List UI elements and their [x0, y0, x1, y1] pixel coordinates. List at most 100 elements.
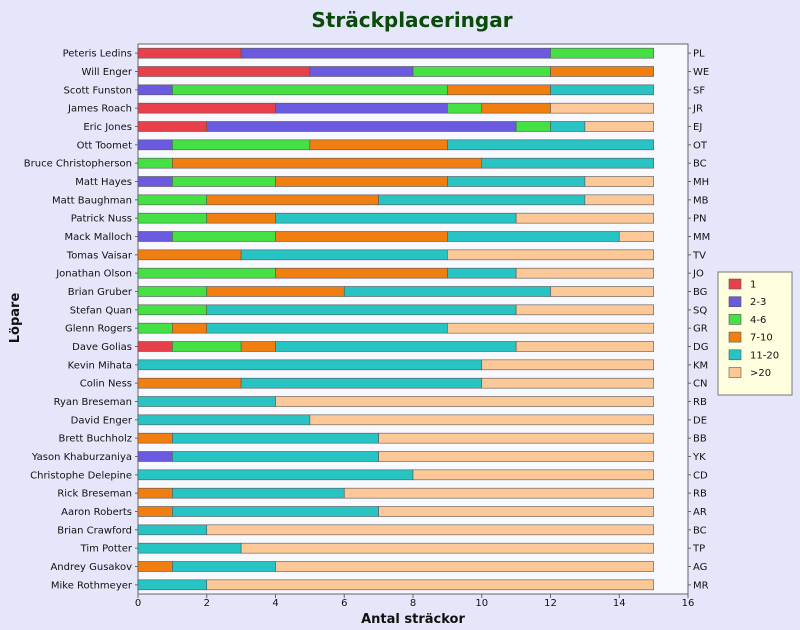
bar-segment: [240, 47, 551, 59]
bar-segment: [206, 286, 345, 297]
bar-segment: [584, 176, 654, 187]
runner-code-label: SF: [693, 85, 705, 96]
legend-label: 2-3: [750, 297, 766, 308]
bar-segment: [240, 377, 483, 389]
bar-segment: [172, 139, 311, 151]
x-tick-label: 14: [613, 598, 626, 609]
runner-name-label: Mack Malloch: [65, 232, 133, 243]
runner-code-label: PN: [693, 214, 707, 225]
runner-code-label: OT: [693, 140, 708, 151]
bar-segment: [550, 84, 654, 96]
legend-label: 7-10: [750, 333, 773, 344]
runner-code-label: MM: [693, 232, 710, 243]
bar-segment: [240, 249, 448, 261]
runner-name-label: James Roach: [67, 104, 132, 115]
bar-segment: [309, 66, 414, 77]
bar-segment: [550, 47, 654, 59]
runner-code-label: JO: [692, 269, 704, 280]
bar-segment: [275, 176, 448, 187]
bar-segment: [275, 231, 448, 242]
bar-segment: [172, 432, 379, 444]
bar-segment: [206, 524, 654, 536]
bar-segment: [137, 176, 173, 187]
bar-segment: [481, 157, 654, 169]
runner-code-label: EJ: [693, 122, 702, 133]
runner-code-label: BB: [693, 434, 707, 445]
runner-code-label: KM: [693, 360, 708, 371]
bar-segment: [343, 286, 551, 297]
bar-segment: [137, 524, 208, 536]
bar-segment: [137, 341, 173, 352]
bar-segment: [378, 194, 586, 206]
bar-segment: [137, 377, 242, 389]
runner-name-label: Andrey Gusakov: [50, 562, 132, 573]
bar-segment: [447, 267, 517, 279]
runner-code-labels: PL WE SF JR EJ OT BC MH MB PN MM TV JO BG SQ GR DG KM CN RB…: [688, 49, 710, 591]
legend-swatch: [728, 278, 742, 290]
legend-label: 4-6: [750, 315, 766, 326]
legend-swatch: [728, 367, 742, 378]
bar-segment: [137, 66, 311, 77]
bar-segment: [172, 84, 448, 96]
bar-segment: [137, 47, 242, 59]
runner-code-label: CN: [693, 379, 707, 390]
runner-code-label: WE: [693, 67, 709, 78]
runner-name-label: Dave Golias: [72, 342, 132, 353]
bar-segment: [447, 102, 483, 114]
runner-name-label: Eric Jones: [83, 122, 132, 133]
bar-segment: [550, 286, 654, 297]
runner-code-label: BG: [693, 287, 707, 298]
x-tick-label: 16: [682, 598, 695, 609]
bar-segment: [137, 139, 173, 151]
bar-segment: [481, 359, 654, 371]
bar-segment: [206, 121, 517, 132]
bar-segment: [618, 231, 654, 242]
bar-segment: [137, 194, 208, 206]
runner-name-label: Yason Khaburzaniya: [31, 452, 132, 463]
bar-segment: [412, 469, 654, 481]
bar-segment: [275, 341, 517, 352]
runner-name-label: Mike Rothmeyer: [51, 580, 133, 591]
bar-segment: [206, 212, 276, 224]
x-tick-label: 0: [135, 598, 141, 609]
bar-segment: [447, 249, 654, 261]
bar-segment: [137, 542, 242, 554]
runner-name-label: Kevin Mihata: [68, 360, 132, 371]
runner-code-label: TP: [692, 544, 705, 555]
bar-segment: [584, 121, 654, 132]
bar-segment: [137, 267, 276, 279]
bar-segment: [206, 304, 517, 316]
runner-name-label: Tim Potter: [80, 544, 133, 555]
bar-segment: [447, 139, 654, 151]
runner-code-label: AG: [693, 562, 707, 573]
bar-segment: [481, 102, 551, 114]
bar-segment: [515, 304, 654, 316]
legend-swatch: [728, 296, 742, 308]
runner-code-label: CD: [693, 470, 708, 481]
bar-segment: [137, 286, 208, 297]
bar-segment: [378, 506, 654, 517]
bar-segment: [172, 231, 276, 242]
runner-code-label: PL: [693, 49, 705, 60]
runner-code-label: TV: [692, 250, 706, 261]
chart-title: Sträckplaceringar: [311, 8, 512, 32]
legend-swatch: [728, 349, 742, 361]
legend-swatch: [728, 314, 742, 325]
runner-name-label: Christophe Delepine: [30, 470, 132, 481]
bar-segment: [515, 121, 551, 132]
y-axis-title: Löpare: [8, 293, 23, 344]
bar-segment: [378, 432, 654, 444]
bar-segment: [515, 212, 654, 224]
bar-segment: [275, 102, 448, 114]
x-tick-label: 6: [341, 598, 347, 609]
x-axis: 0 2 4 6 8 10 12 14 16: [135, 594, 695, 609]
legend-label: 1: [750, 280, 756, 291]
bar-segment: [412, 66, 551, 77]
bar-segment: [137, 451, 173, 462]
bar-segment: [137, 359, 483, 371]
runner-name-label: Stefan Quan: [70, 305, 132, 316]
bar-segment: [172, 451, 379, 462]
bar-segment: [172, 341, 242, 352]
runner-name-label: Brett Buchholz: [59, 434, 132, 445]
